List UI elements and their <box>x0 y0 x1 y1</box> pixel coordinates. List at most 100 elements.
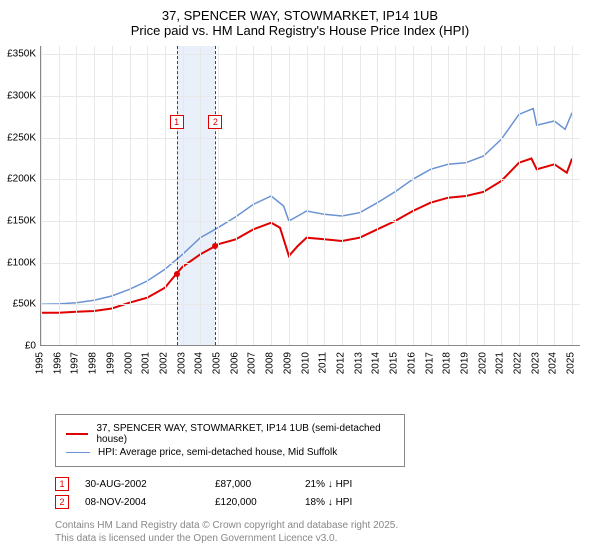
gridline-h <box>41 54 580 55</box>
x-tick-label: 1995 <box>35 352 46 374</box>
x-tick-label: 2018 <box>442 352 453 374</box>
x-tick-label: 1997 <box>70 352 81 374</box>
legend-swatch <box>66 452 90 453</box>
sale-price: £120,000 <box>215 497 305 508</box>
reference-marker: 1 <box>170 115 184 129</box>
gridline-v <box>183 46 184 345</box>
x-tick-label: 2006 <box>229 352 240 374</box>
x-tick-label: 1999 <box>105 352 116 374</box>
gridline-h <box>41 221 580 222</box>
x-tick-label: 2025 <box>566 352 577 374</box>
gridline-v <box>448 46 449 345</box>
x-tick-label: 2021 <box>495 352 506 374</box>
gridline-v <box>94 46 95 345</box>
x-tick-label: 2001 <box>141 352 152 374</box>
gridline-v <box>484 46 485 345</box>
gridline-v <box>342 46 343 345</box>
x-tick-label: 2009 <box>282 352 293 374</box>
y-tick-label: £50K <box>13 299 36 310</box>
sales-table: 130-AUG-2002£87,00021% ↓ HPI208-NOV-2004… <box>55 477 600 509</box>
plot-region: 12 <box>40 46 580 346</box>
gridline-v <box>253 46 254 345</box>
reference-line <box>177 46 178 345</box>
sale-row: 208-NOV-2004£120,00018% ↓ HPI <box>55 495 600 509</box>
gridline-v <box>431 46 432 345</box>
reference-line <box>215 46 216 345</box>
gridline-v <box>501 46 502 345</box>
chart-area: £0£50K£100K£150K£200K£250K£300K£350K 12 … <box>40 46 600 376</box>
gridline-v <box>572 46 573 345</box>
gridline-v <box>324 46 325 345</box>
y-tick-label: £350K <box>7 49 36 60</box>
legend-swatch <box>66 433 88 435</box>
x-tick-label: 2013 <box>353 352 364 374</box>
y-tick-label: £150K <box>7 216 36 227</box>
y-axis: £0 £50K £100K £150K £200K £250K £300K £350K <box>0 46 40 376</box>
gridline-v <box>200 46 201 345</box>
gridline-h <box>41 263 580 264</box>
title-sub: Price paid vs. HM Land Registry's House … <box>0 23 600 38</box>
title-main: 37, SPENCER WAY, STOWMARKET, IP14 1UB <box>0 8 600 23</box>
series-svg <box>41 46 581 346</box>
attribution: Contains HM Land Registry data © Crown c… <box>55 519 600 545</box>
gridline-v <box>289 46 290 345</box>
gridline-h <box>41 304 580 305</box>
x-tick-label: 2016 <box>406 352 417 374</box>
x-tick-label: 2008 <box>265 352 276 374</box>
gridline-v <box>413 46 414 345</box>
x-tick-label: 2023 <box>530 352 541 374</box>
x-tick-label: 2004 <box>194 352 205 374</box>
legend-label: 37, SPENCER WAY, STOWMARKET, IP14 1UB (s… <box>96 423 394 445</box>
gridline-v <box>360 46 361 345</box>
gridline-v <box>377 46 378 345</box>
legend-row: 37, SPENCER WAY, STOWMARKET, IP14 1UB (s… <box>66 423 394 445</box>
gridline-v <box>395 46 396 345</box>
sale-price: £87,000 <box>215 479 305 490</box>
y-tick-label: £300K <box>7 91 36 102</box>
y-tick-label: £250K <box>7 132 36 143</box>
reference-marker: 2 <box>208 115 222 129</box>
gridline-v <box>537 46 538 345</box>
y-tick-label: £0 <box>25 341 36 352</box>
legend-label: HPI: Average price, semi-detached house,… <box>98 447 337 458</box>
gridline-v <box>76 46 77 345</box>
sale-marker: 2 <box>55 495 69 509</box>
gridline-v <box>307 46 308 345</box>
gridline-h <box>41 179 580 180</box>
gridline-v <box>112 46 113 345</box>
sale-date: 08-NOV-2004 <box>85 497 215 508</box>
x-tick-label: 2017 <box>424 352 435 374</box>
legend: 37, SPENCER WAY, STOWMARKET, IP14 1UB (s… <box>55 414 405 467</box>
gridline-v <box>165 46 166 345</box>
x-tick-label: 2005 <box>212 352 223 374</box>
sale-date: 30-AUG-2002 <box>85 479 215 490</box>
x-tick-label: 2002 <box>158 352 169 374</box>
sale-delta: 21% ↓ HPI <box>305 479 435 490</box>
y-tick-label: £100K <box>7 257 36 268</box>
x-tick-label: 2003 <box>176 352 187 374</box>
x-tick-label: 2024 <box>548 352 559 374</box>
x-tick-label: 2012 <box>335 352 346 374</box>
gridline-h <box>41 138 580 139</box>
sale-point <box>212 243 218 249</box>
x-tick-label: 2000 <box>123 352 134 374</box>
attribution-line2: This data is licensed under the Open Gov… <box>55 532 600 545</box>
gridline-v <box>236 46 237 345</box>
gridline-v <box>147 46 148 345</box>
gridline-v <box>271 46 272 345</box>
x-tick-label: 2019 <box>459 352 470 374</box>
x-tick-label: 2011 <box>318 352 329 374</box>
x-tick-label: 2014 <box>371 352 382 374</box>
gridline-v <box>466 46 467 345</box>
x-tick-label: 1998 <box>88 352 99 374</box>
legend-row: HPI: Average price, semi-detached house,… <box>66 447 394 458</box>
x-axis: 1995199619971998199920002001200220032004… <box>40 348 580 378</box>
attribution-line1: Contains HM Land Registry data © Crown c… <box>55 519 600 532</box>
chart-title-block: 37, SPENCER WAY, STOWMARKET, IP14 1UB Pr… <box>0 0 600 42</box>
x-tick-label: 2020 <box>477 352 488 374</box>
gridline-v <box>554 46 555 345</box>
y-tick-label: £200K <box>7 174 36 185</box>
gridline-v <box>59 46 60 345</box>
x-tick-label: 2007 <box>247 352 258 374</box>
sale-point <box>174 271 180 277</box>
